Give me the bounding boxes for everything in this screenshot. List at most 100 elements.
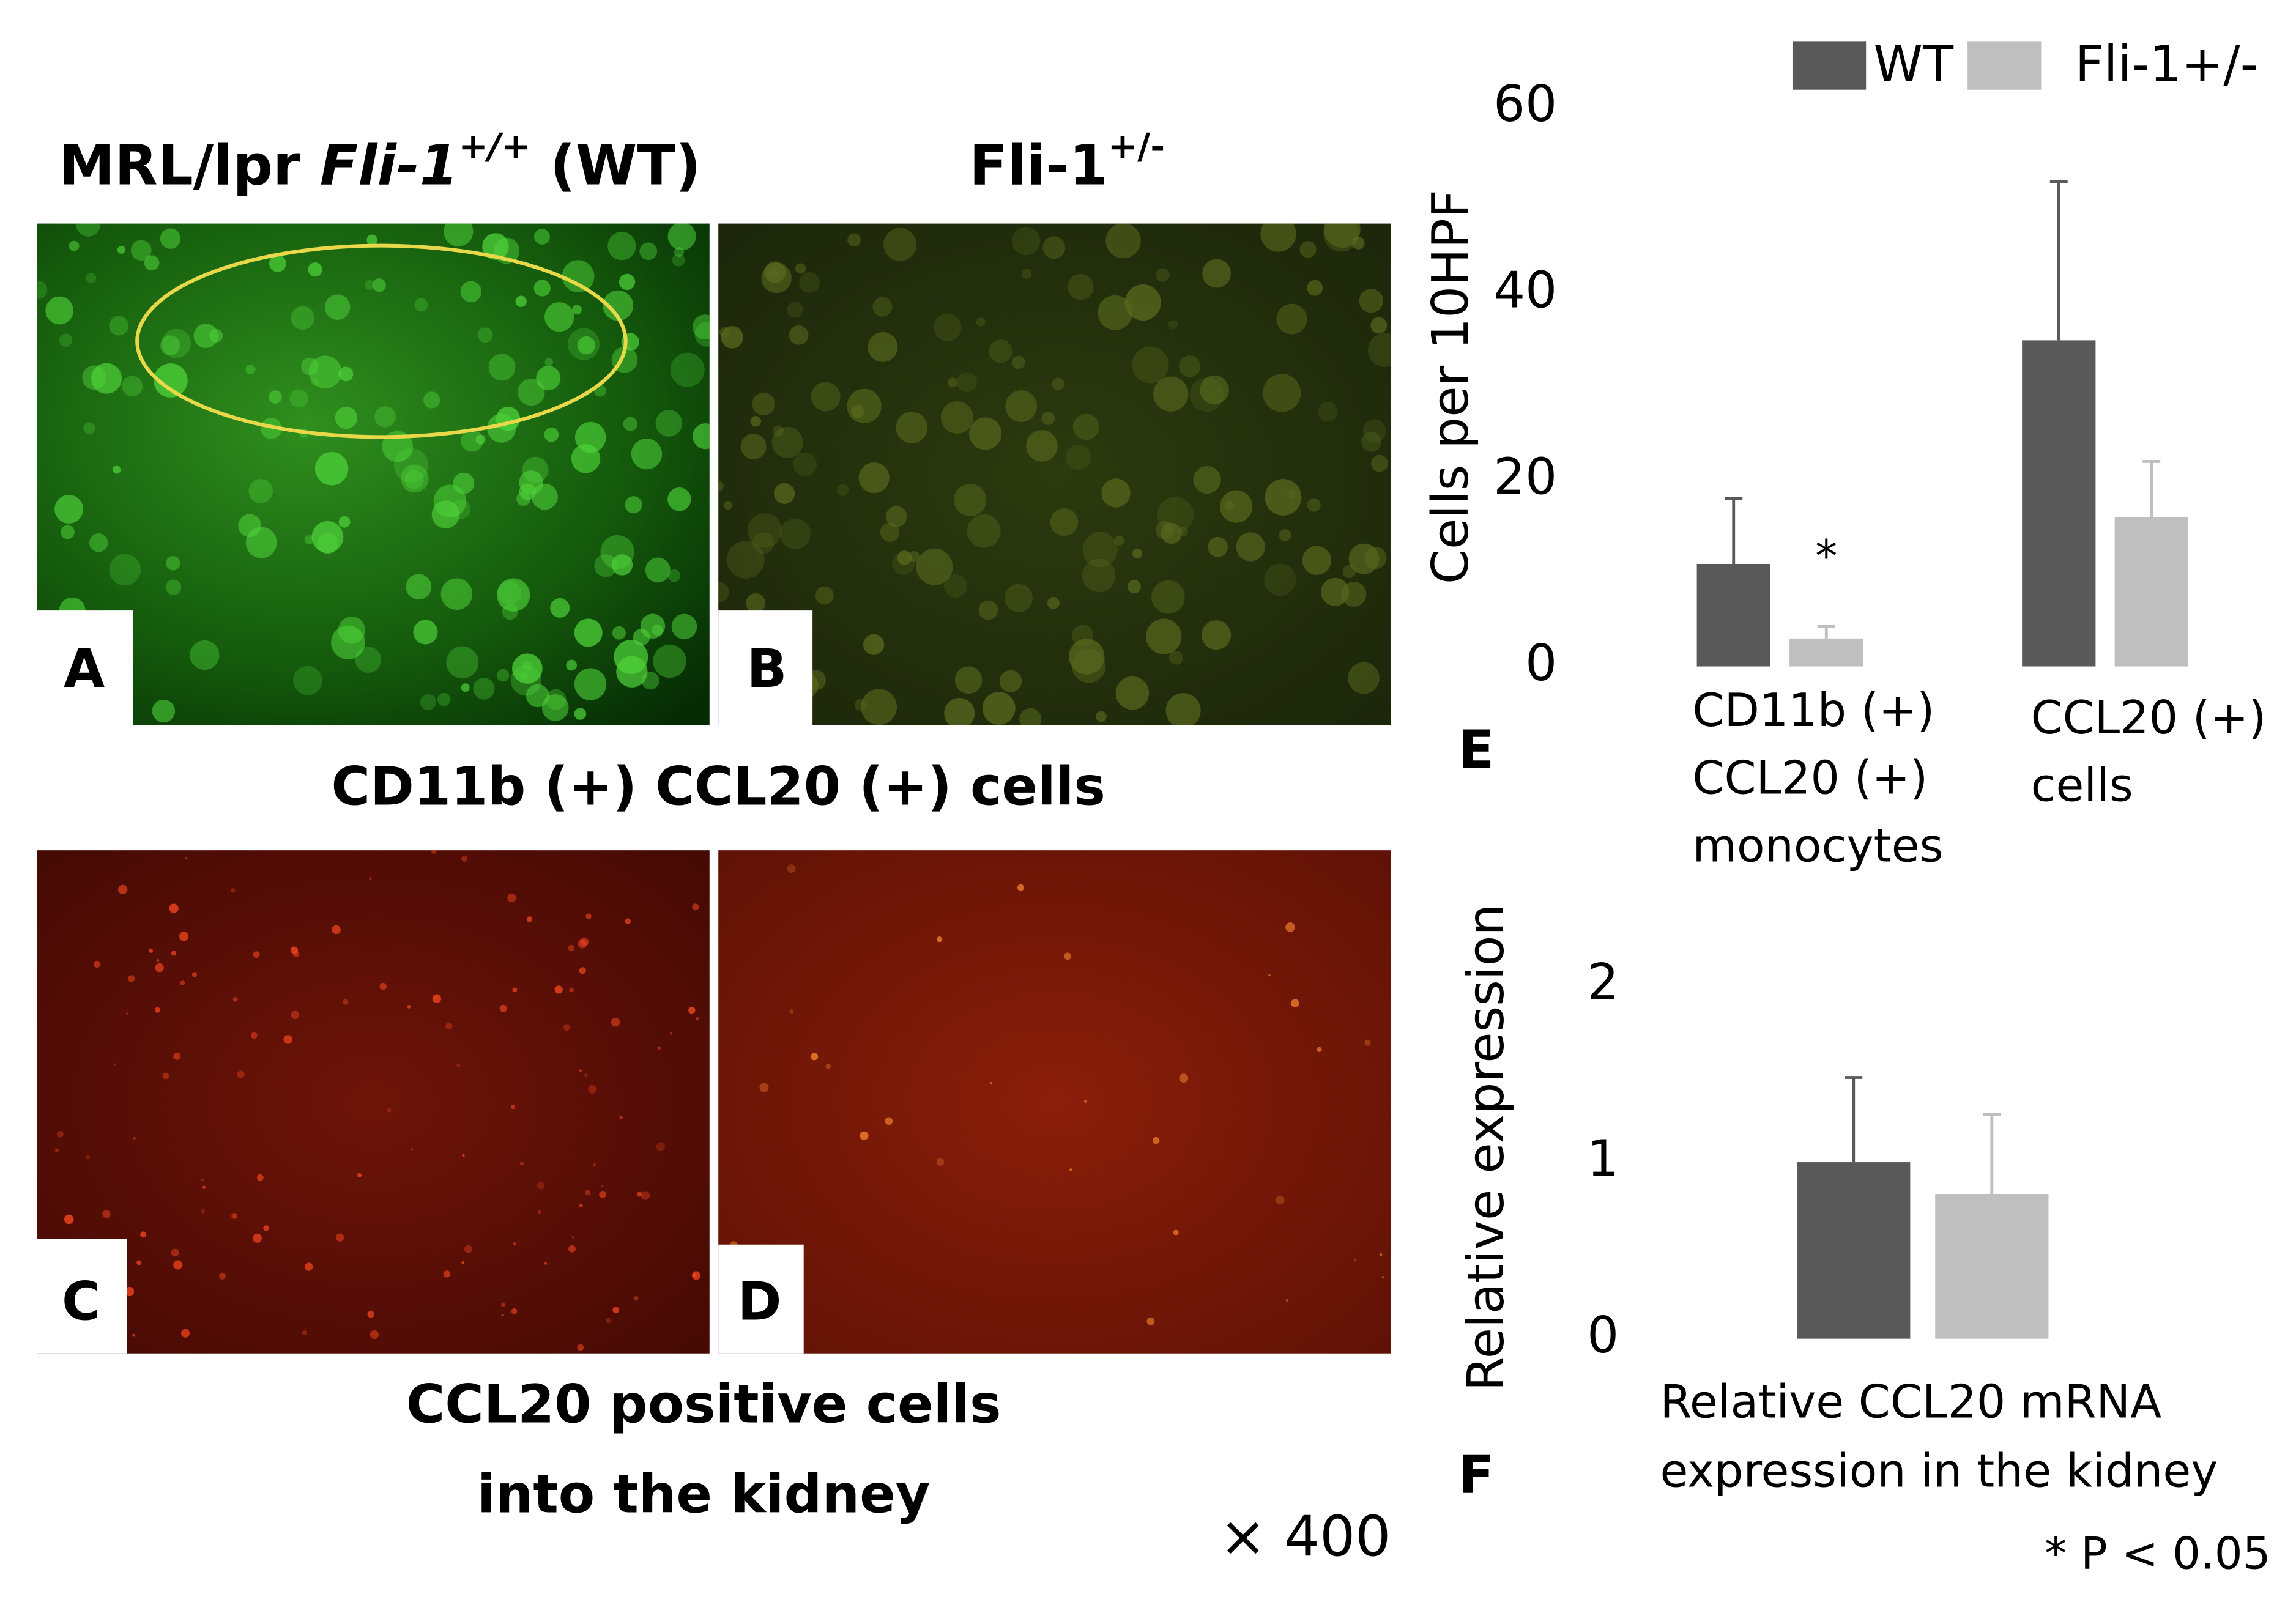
speckle-dot	[1168, 650, 1184, 665]
speckle-dot	[185, 856, 188, 860]
speckle-dot	[568, 944, 575, 952]
speckle-dot	[847, 233, 861, 247]
speckle-dot	[1299, 241, 1317, 258]
speckle-dot	[982, 691, 1016, 725]
speckle-dot	[311, 377, 319, 386]
speckle-dot	[59, 333, 73, 347]
speckle-dot	[400, 464, 429, 493]
speckle-dot	[171, 1248, 179, 1257]
speckle-dot	[1323, 223, 1359, 252]
speckle-dot	[1042, 236, 1066, 259]
speckle-dot	[1017, 884, 1024, 891]
speckle-dot	[694, 322, 710, 347]
speckle-dot	[566, 659, 578, 671]
speckle-dot	[518, 378, 545, 406]
speckle-dot	[789, 1009, 794, 1014]
label-box	[718, 1244, 804, 1354]
speckle-dot	[688, 1007, 696, 1014]
speckle-dot	[1127, 580, 1141, 594]
speckle-dot	[250, 1032, 258, 1039]
label-box	[37, 610, 133, 725]
error-bar	[1725, 497, 1743, 564]
speckle-dot	[125, 1012, 128, 1015]
speckle-dot	[1156, 268, 1170, 282]
speckle-dot	[847, 388, 882, 424]
speckle-dot	[122, 376, 143, 397]
speckle-dot	[637, 1192, 642, 1197]
speckle-dot	[437, 692, 451, 706]
speckle-dot	[191, 972, 198, 977]
speckle-dot	[880, 522, 900, 542]
speckle-dot	[692, 903, 699, 911]
speckle-dot	[256, 1174, 264, 1181]
speckle-dot	[369, 877, 372, 880]
speckle-dot	[488, 354, 516, 381]
speckle-dot	[1285, 1299, 1289, 1302]
speckle-dot	[308, 262, 322, 277]
speckle-dot	[440, 578, 473, 610]
speckle-dot	[727, 541, 765, 579]
speckle-dot	[179, 932, 189, 941]
speckle-dot	[764, 261, 786, 283]
speckle-dot	[332, 925, 341, 935]
speckle-dot	[584, 1073, 588, 1077]
speckle-dot	[1268, 974, 1271, 977]
speckle-dot	[599, 1190, 607, 1198]
speckle-dot	[91, 363, 122, 394]
error-bar	[1817, 625, 1835, 639]
speckle-dot	[999, 670, 1022, 692]
speckle-dot	[594, 554, 617, 577]
speckle-dot	[477, 327, 493, 343]
speckle-dot	[324, 294, 351, 321]
speckle-dot	[787, 302, 803, 318]
speckle-dot	[1005, 390, 1037, 422]
speckle-dot	[746, 593, 766, 613]
speckle-dot	[423, 391, 440, 409]
speckle-dot	[1236, 532, 1265, 562]
speckle-dot	[740, 433, 767, 459]
speckle-dot	[86, 273, 97, 283]
bar	[1797, 1162, 1911, 1339]
speckle-dot	[515, 295, 527, 307]
speckle-dot	[537, 1210, 541, 1214]
speckle-dot	[579, 937, 589, 947]
speckle-dot	[579, 1069, 582, 1072]
speckle-dot	[989, 339, 1012, 363]
speckle-dot	[795, 263, 806, 274]
speckle-dot	[133, 1136, 136, 1140]
legend-swatch	[1967, 41, 2042, 90]
speckle-dot	[519, 470, 544, 495]
speckle-dot	[1321, 577, 1350, 606]
speckle-dot	[1151, 580, 1185, 614]
caption: into the kidney	[477, 1464, 930, 1525]
speckle-dot	[774, 483, 795, 504]
speckle-dot	[154, 1007, 161, 1013]
speckle-dot	[497, 578, 530, 612]
speckle-dot	[1323, 223, 1361, 248]
speckle-dot	[718, 582, 729, 602]
speckle-dot	[954, 666, 983, 694]
speckle-dot	[1364, 1039, 1371, 1046]
speckle-dot	[444, 223, 474, 246]
speckle-dot	[976, 317, 986, 327]
speckle-dot	[536, 366, 561, 391]
speckle-dot	[1317, 1047, 1322, 1052]
speckle-dot	[289, 389, 308, 408]
speckle-dot	[593, 1163, 596, 1166]
speckle-dot	[1381, 1276, 1384, 1279]
speckle-dot	[655, 410, 683, 437]
speckle-dot	[948, 377, 958, 388]
speckle-dot	[301, 357, 319, 376]
speckle-dot	[1359, 289, 1383, 313]
speckle-dot	[445, 1022, 453, 1030]
speckle-dot	[569, 987, 574, 993]
speckle-dot	[837, 484, 849, 497]
speckle-dot	[304, 535, 314, 544]
speckle-dot	[718, 481, 724, 492]
speckle-dot	[190, 640, 220, 670]
bar	[1696, 563, 1770, 667]
speckle-dot	[431, 850, 437, 854]
speckle-dot	[370, 1330, 379, 1340]
speckle-dot	[136, 1260, 142, 1266]
speckle-dot	[85, 1155, 90, 1160]
